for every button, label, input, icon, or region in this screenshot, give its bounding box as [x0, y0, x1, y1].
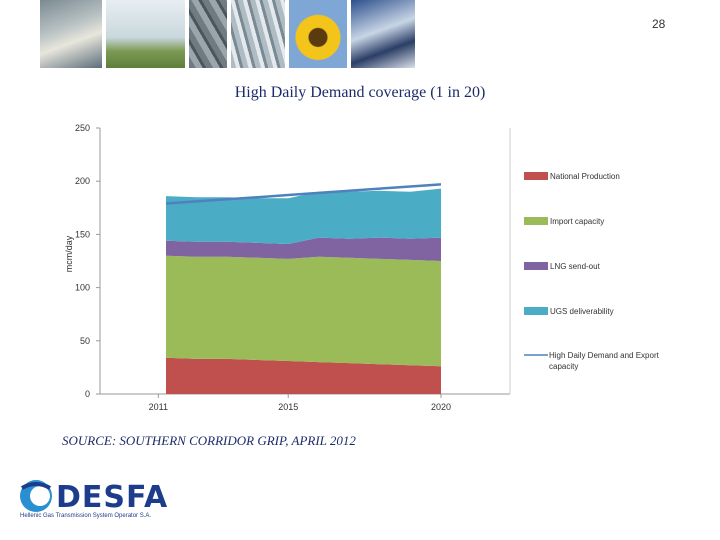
y-tick-label: 50	[80, 336, 90, 346]
area-lng-send-out	[166, 237, 441, 261]
legend-label-national-production: National Production	[550, 172, 620, 181]
x-tick-label: 2020	[431, 402, 451, 412]
area-ugs-deliverability	[166, 188, 441, 244]
y-tick-label: 100	[75, 283, 90, 293]
legend-label-ugs-deliverability: UGS deliverability	[550, 307, 614, 316]
chart-title-container: High Daily Demand coverage (1 in 20)	[0, 84, 720, 102]
line-high-daily-demand	[165, 183, 442, 205]
legend-label-lng-send-out: LNG send-out	[550, 262, 601, 271]
chart-title: High Daily Demand coverage (1 in 20)	[234, 84, 486, 101]
header-photo-coastline	[40, 0, 103, 68]
header-photo-valve	[189, 0, 227, 68]
y-tick-label: 200	[75, 176, 90, 186]
header-photo-gas-flame	[350, 0, 416, 68]
y-tick-label: 0	[85, 389, 90, 399]
logo-wordmark: DESFA	[56, 480, 169, 515]
y-axis-label: mcm/day	[64, 235, 74, 272]
page-number: 28	[652, 17, 666, 31]
desfa-logo-mark-icon	[20, 480, 52, 512]
header-photo-sunflower	[289, 0, 347, 68]
y-tick-label: 250	[75, 123, 90, 133]
legend-label-high-daily-demand: High Daily Demand and Export capacity	[549, 351, 660, 371]
legend-swatch-ugs-deliverability	[524, 307, 548, 315]
source-note: SOURCE: SOUTHERN CORRIDOR GRIP, APRIL 20…	[62, 433, 356, 448]
desfa-logo: DESFA Hellenic Gas Transmission System O…	[16, 476, 206, 526]
header-photo-pipelines	[230, 0, 286, 68]
legend-swatch-import-capacity	[524, 217, 548, 225]
header-photo-strip	[40, 0, 416, 68]
area-national-production	[166, 357, 441, 394]
y-tick-label: 150	[75, 229, 90, 239]
legend-swatch-national-production	[524, 172, 548, 180]
area-import-capacity	[166, 255, 441, 367]
x-tick-label: 2011	[149, 402, 168, 412]
x-tick-label: 2015	[278, 402, 298, 412]
legend-swatch-lng-send-out	[524, 262, 548, 270]
legend-label-import-capacity: Import capacity	[550, 217, 604, 226]
header-photo-child-field	[106, 0, 186, 68]
logo-subtitle: Hellenic Gas Transmission System Operato…	[20, 513, 152, 519]
